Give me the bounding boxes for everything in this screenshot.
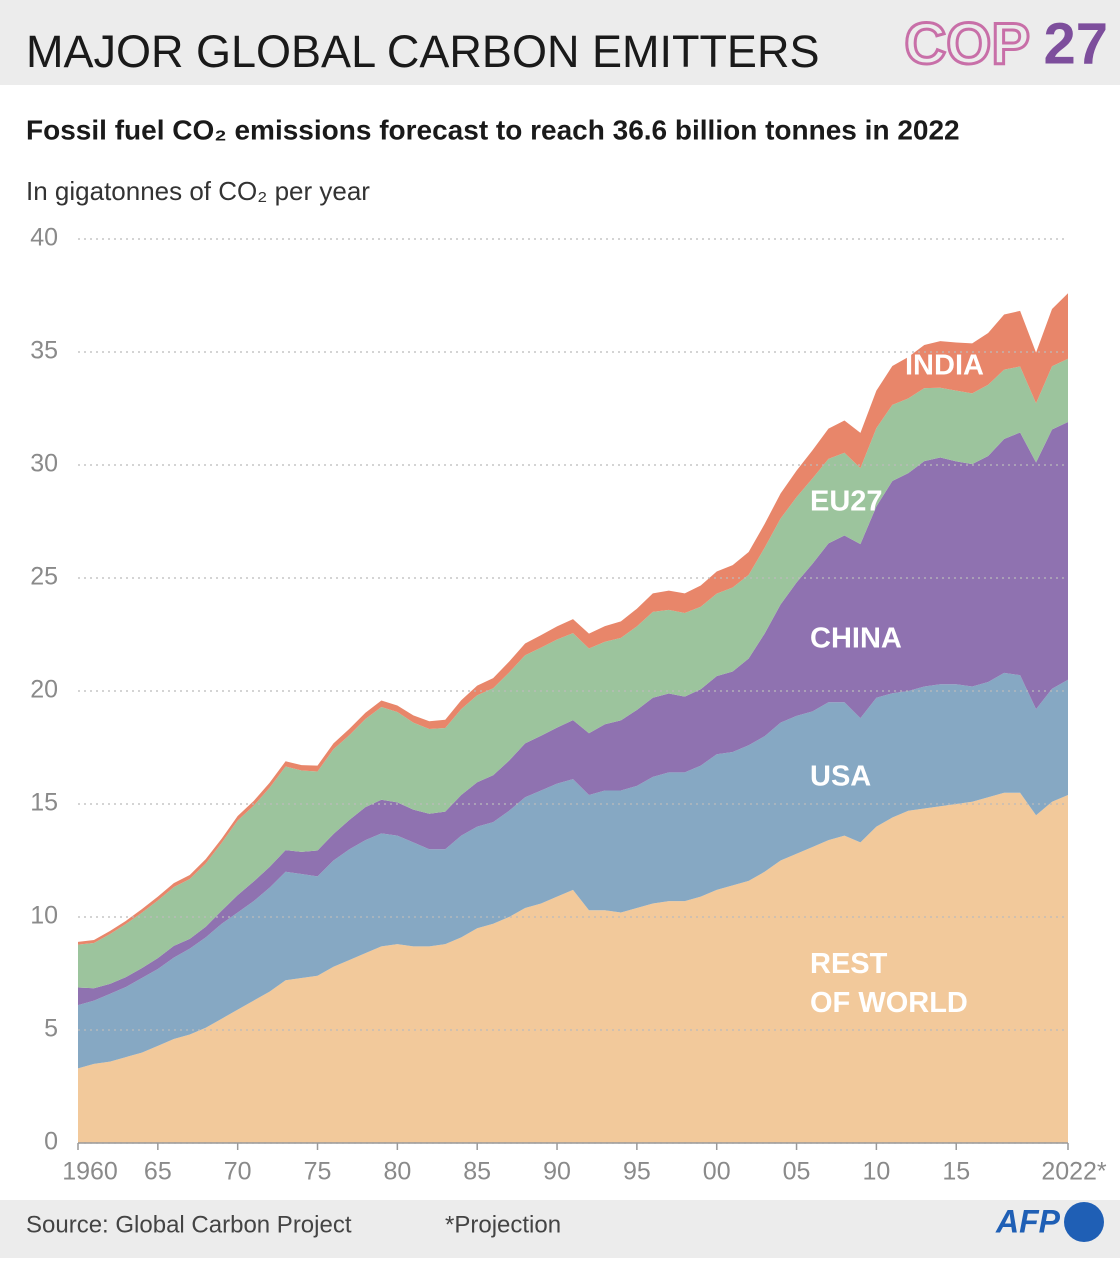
area bbox=[78, 422, 1068, 1006]
areas bbox=[78, 293, 1068, 1143]
y-tick-label: 5 bbox=[44, 1015, 58, 1043]
area bbox=[78, 792, 1068, 1143]
area bbox=[78, 358, 1068, 989]
y-tick-label: 30 bbox=[30, 450, 58, 478]
note: *Projection bbox=[445, 1211, 561, 1238]
y-axis-label: In gigatonnes of CO₂ per year bbox=[26, 176, 370, 206]
brand-dot bbox=[1064, 1202, 1104, 1242]
x-tick-label: 1960 bbox=[62, 1158, 118, 1186]
x-tick-label: 15 bbox=[942, 1158, 970, 1186]
x-tick-label: 05 bbox=[783, 1158, 811, 1186]
series-label: USA bbox=[810, 761, 871, 793]
y-tick-label: 25 bbox=[30, 563, 58, 591]
chart-title: MAJOR GLOBAL CARBON EMITTERS bbox=[26, 26, 819, 77]
source: Source: Global Carbon Project bbox=[26, 1211, 352, 1238]
y-tick-label: 15 bbox=[30, 789, 58, 817]
x-tick-label: 00 bbox=[703, 1158, 731, 1186]
header-bar bbox=[0, 0, 1120, 85]
series-label: REST OF WORLD bbox=[810, 948, 968, 1019]
y-tick-label: 0 bbox=[44, 1128, 58, 1156]
brand: AFP bbox=[995, 1203, 1061, 1239]
y-tick-label: 40 bbox=[30, 224, 58, 252]
x-tick-label: 2022* bbox=[1041, 1158, 1107, 1186]
series-label: INDIA bbox=[905, 350, 984, 382]
y-tick-label: 10 bbox=[30, 902, 58, 930]
x-tick-label: 90 bbox=[543, 1158, 571, 1186]
area bbox=[78, 672, 1068, 1069]
x-tick-label: 85 bbox=[463, 1158, 491, 1186]
area bbox=[78, 293, 1068, 945]
series-label: EU27 bbox=[810, 486, 883, 518]
footer-bar bbox=[0, 1200, 1120, 1258]
y-tick-label: 35 bbox=[30, 337, 58, 365]
series-label: CHINA bbox=[810, 623, 902, 655]
x-tick-label: 65 bbox=[144, 1158, 172, 1186]
x-tick-label: 80 bbox=[383, 1158, 411, 1186]
chart-subtitle: Fossil fuel CO₂ emissions forecast to re… bbox=[26, 114, 960, 145]
x-tick-label: 10 bbox=[862, 1158, 890, 1186]
logo-cop: COP bbox=[904, 11, 1030, 76]
x-tick-label: 95 bbox=[623, 1158, 651, 1186]
x-tick-label: 70 bbox=[224, 1158, 252, 1186]
logo-number: 27 bbox=[1043, 11, 1108, 76]
y-tick-label: 20 bbox=[30, 676, 58, 704]
x-tick-label: 75 bbox=[304, 1158, 332, 1186]
